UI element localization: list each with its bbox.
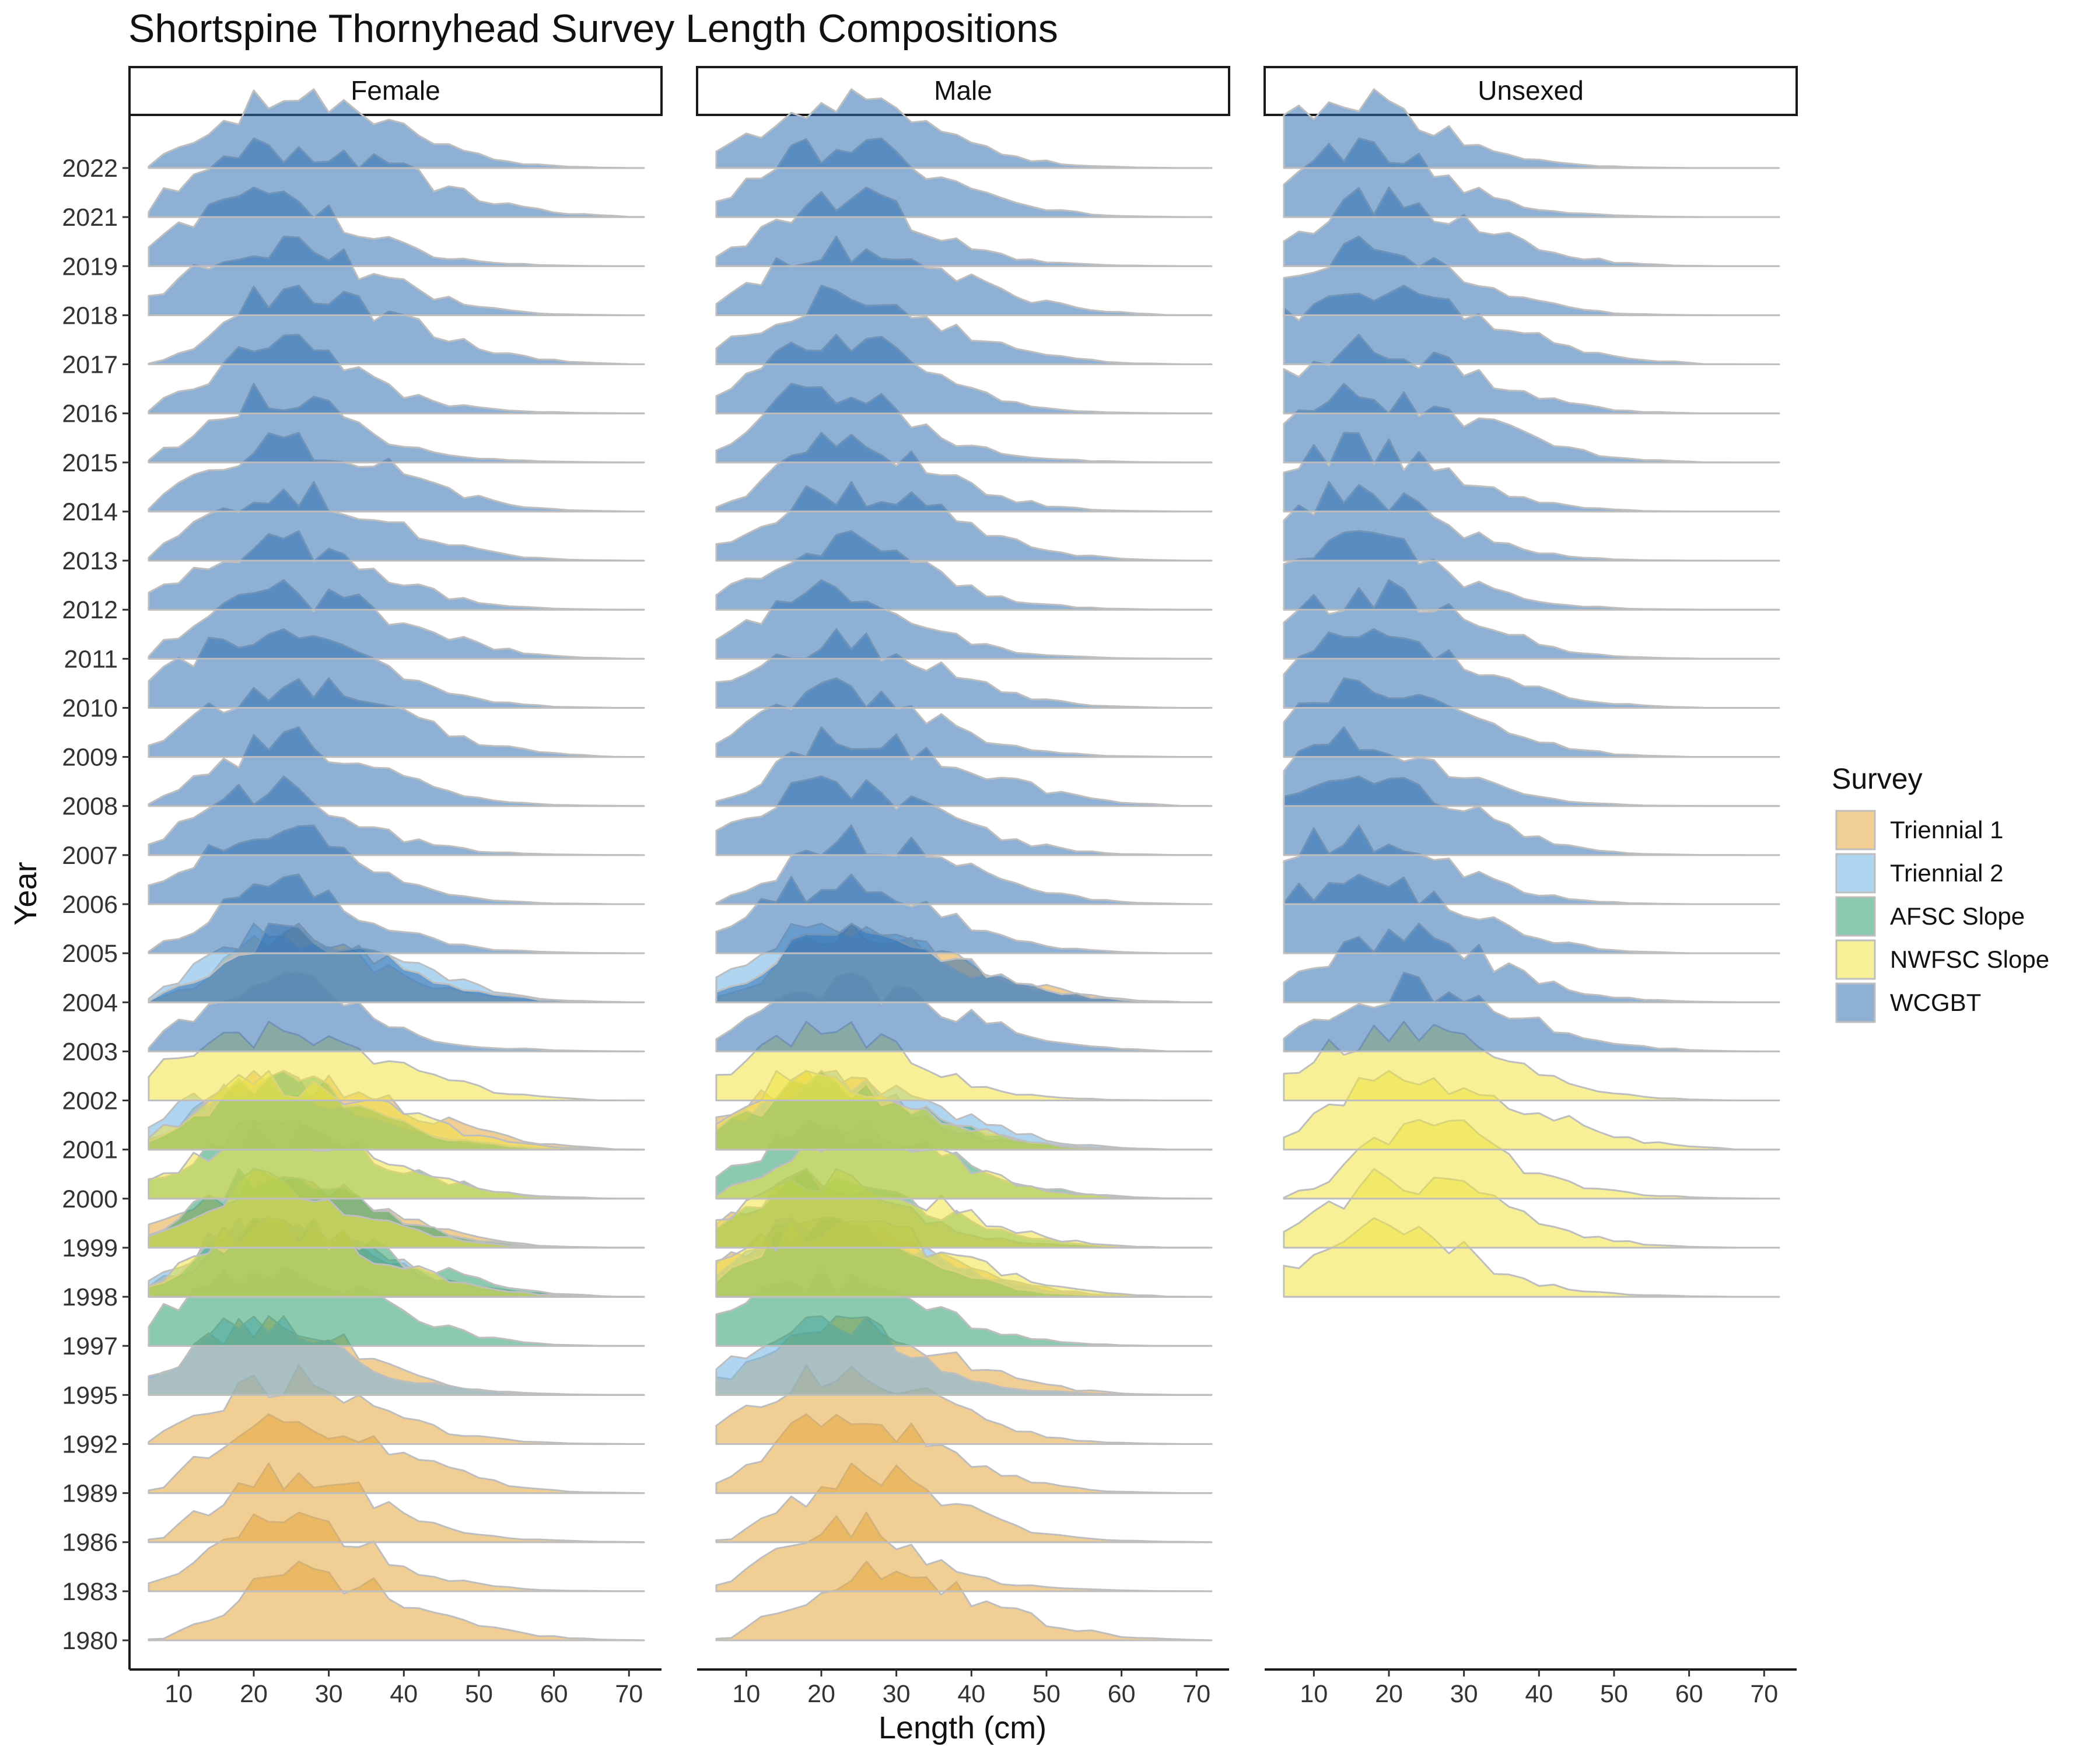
x-tick-label: 20 [240,1680,268,1708]
legend-label: AFSC Slope [1890,902,2025,930]
legend-item: WCGBT [1835,982,1981,1023]
ridges [1283,88,1780,1298]
y-tick-label: 2019 [62,253,118,281]
y-tick-label: 2010 [62,694,118,722]
panel-male: Male 10 20 30 40 50 60 70 [696,66,1230,1708]
x-axis-female: 10 20 30 40 50 60 70 [130,1668,662,1708]
ridge-triennial-1-1980 [715,1560,1213,1642]
ridge-wcgbt-2022 [148,88,645,169]
ridges [148,88,645,1642]
y-tick-label: 2000 [62,1185,118,1213]
legend-item: Triennial 1 [1835,810,2004,850]
y-tick-label: 2015 [62,449,118,477]
legend-item: Triennial 2 [1835,853,2004,894]
panels: Female 10 20 30 40 50 60 70 1980 1983 1986 1989 1992… [62,66,1798,1708]
legend-label: Triennial 2 [1890,859,2004,887]
x-tick-label: 40 [1525,1680,1553,1708]
y-tick-label: 1986 [62,1529,118,1557]
strip-male [696,66,1230,116]
legend-swatch [1835,896,1876,937]
y-axis-title: Year [8,862,43,925]
y-tick-label: 2009 [62,744,118,772]
y-tick-label: 1995 [62,1381,118,1409]
legend-swatch [1835,982,1876,1023]
x-tick-label: 10 [164,1680,192,1708]
strip-label: Unsexed [1478,75,1584,106]
y-tick-label: 2011 [64,645,118,673]
ridge-wcgbt-2022 [715,88,1213,169]
legend: Survey Triennial 1 Triennial 2 AFSC Slope N… [1832,762,2049,1023]
x-axis-male: 10 20 30 40 50 60 70 [697,1668,1229,1708]
legend-item: NWFSC Slope [1835,939,2049,980]
legend-label: WCGBT [1890,989,1981,1016]
legend-label: NWFSC Slope [1890,946,2049,973]
x-tick-label: 20 [1375,1680,1403,1708]
ridges [715,88,1213,1642]
y-tick-label: 2006 [62,891,118,919]
x-axis-unsexed: 10 20 30 40 50 60 70 [1265,1668,1797,1708]
x-tick-label: 10 [1300,1680,1328,1708]
y-tick-label: 1999 [62,1234,118,1262]
x-tick-label: 30 [883,1680,911,1708]
ridge-triennial-1-1992 [148,1364,645,1445]
y-tick-label: 2022 [62,155,118,183]
legend-title: Survey [1832,762,1923,795]
strip-unsexed [1264,66,1798,116]
x-tick-label: 70 [615,1680,643,1708]
y-tick-label: 2005 [62,940,118,968]
y-tick-label: 1983 [62,1578,118,1606]
ridge-wcgbt-2022 [1283,88,1780,169]
y-tick-label: 2001 [62,1136,118,1164]
chart-title: Shortspine Thornyhead Survey Length Comp… [128,6,1058,51]
x-tick-label: 30 [1450,1680,1478,1708]
panel-unsexed: Unsexed 10 20 30 40 50 60 70 [1264,66,1798,1708]
panel-female: Female 10 20 30 40 50 60 70 1980 1983 1986 1989 1992… [62,66,663,1708]
legend-item: AFSC Slope [1835,896,2025,937]
legend-swatch [1835,853,1876,894]
x-tick-label: 50 [1032,1680,1060,1708]
y-tick-label: 2014 [62,498,118,526]
x-tick-label: 40 [957,1680,985,1708]
x-axis-title: Length (cm) [878,1710,1046,1745]
x-tick-label: 10 [732,1680,760,1708]
y-tick-label: 2002 [62,1087,118,1115]
strip-label: Male [934,75,992,106]
x-tick-label: 60 [1108,1680,1136,1708]
y-tick-label: 1998 [62,1283,118,1311]
x-tick-label: 50 [1600,1680,1628,1708]
y-tick-label: 1992 [62,1430,118,1458]
y-tick-label: 2021 [62,204,118,232]
ridge-wcgbt-2019 [715,186,1213,267]
x-tick-label: 30 [315,1680,343,1708]
x-tick-label: 60 [540,1680,568,1708]
y-tick-label: 2004 [62,989,118,1017]
y-axis: 1980 1983 1986 1989 1992 1995 1997 1998 1999 2000… [62,115,131,1670]
legend-label: Triennial 1 [1890,816,2004,844]
x-tick-label: 60 [1675,1680,1703,1708]
x-tick-label: 50 [465,1680,493,1708]
ridge-wcgbt-2015 [148,383,645,464]
x-tick-label: 70 [1750,1680,1778,1708]
y-tick-label: 1980 [62,1627,118,1655]
x-tick-label: 20 [807,1680,835,1708]
y-tick-label: 2013 [62,547,118,575]
legend-swatch [1835,810,1876,850]
y-tick-label: 1989 [62,1480,118,1508]
legend-swatch [1835,939,1876,980]
y-tick-label: 2012 [62,596,118,624]
x-tick-label: 40 [390,1680,418,1708]
x-tick-label: 70 [1182,1680,1210,1708]
y-tick-label: 1997 [62,1332,118,1360]
y-tick-label: 2003 [62,1038,118,1066]
strip-female [128,66,663,116]
y-tick-label: 2007 [62,842,118,870]
y-tick-label: 2018 [62,302,118,330]
strip-label: Female [351,75,440,106]
y-tick-label: 2017 [62,351,118,379]
y-tick-label: 2016 [62,400,118,428]
y-tick-label: 2008 [62,793,118,821]
